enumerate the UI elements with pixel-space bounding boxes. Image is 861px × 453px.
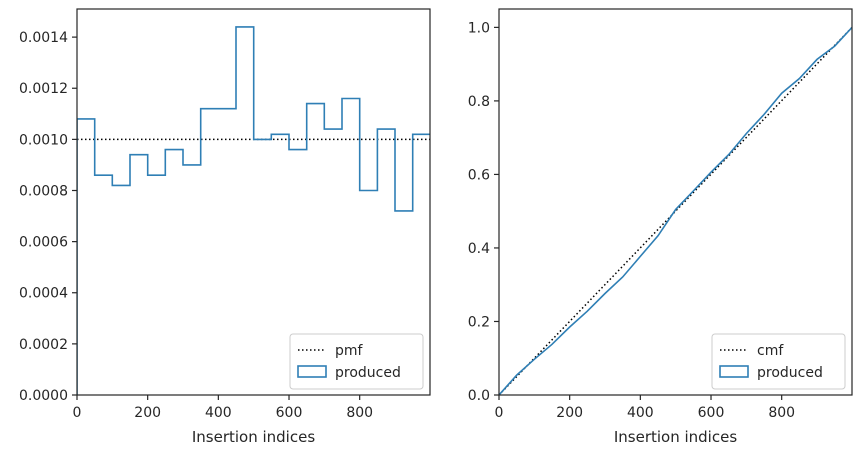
x-tick-label: 0 — [495, 405, 504, 421]
x-axis-label: Insertion indices — [614, 428, 737, 446]
y-tick-label: 0.0014 — [19, 30, 68, 46]
y-tick-label: 0.0006 — [19, 235, 68, 251]
y-tick-label: 0.0000 — [19, 388, 68, 404]
y-tick-label: 0.0004 — [19, 286, 68, 302]
legend: cmf produced — [711, 333, 846, 390]
x-tick-label: 200 — [134, 405, 161, 421]
cmf-line-panel: 0 200 400 600 800 0.0 0.2 0.4 0.6 0.8 1.0 Insertion… — [468, 8, 853, 446]
axes-frame — [498, 8, 853, 396]
x-tick-label: 0 — [73, 405, 82, 421]
legend: pmf produced — [289, 333, 424, 390]
x-tick-label: 200 — [556, 405, 583, 421]
y-tick-label: 0.8 — [468, 94, 490, 110]
legend-swatch-produced — [297, 365, 327, 378]
y-tick-label: 0.0 — [468, 388, 490, 404]
legend-box — [711, 333, 846, 390]
legend-swatch-produced — [719, 365, 749, 378]
series-produced-1 — [77, 26, 430, 395]
pmf-histogram-panel: 0 200 400 600 800 0.0000 0.0002 0.0004 0.0006 0.0… — [19, 8, 431, 446]
legend-label-produced: produced — [335, 365, 401, 381]
x-tick-label: 800 — [346, 405, 373, 421]
legend-label-cmf: cmf — [757, 343, 784, 359]
x-tick-label: 600 — [276, 405, 303, 421]
x-tick-label: 400 — [205, 405, 232, 421]
y-tick-label: 0.0012 — [19, 81, 68, 97]
x-tick-label: 800 — [768, 405, 795, 421]
y-tick-label: 0.6 — [468, 167, 490, 183]
plot-area — [499, 26, 852, 395]
legend-box — [289, 333, 424, 390]
y-tick-label: 0.0008 — [19, 183, 68, 199]
x-tick-label: 600 — [698, 405, 725, 421]
y-tick-label: 1.0 — [468, 20, 490, 36]
x-axis-label: Insertion indices — [192, 428, 315, 446]
plot-area — [77, 26, 430, 395]
y-tick-label: 0.0002 — [19, 337, 68, 353]
y-tick-label: 0.0010 — [19, 132, 68, 148]
legend-label-pmf: pmf — [335, 343, 364, 359]
y-tick-label: 0.2 — [468, 314, 490, 330]
y-tick-label: 0.4 — [468, 241, 490, 257]
series-produced-1 — [499, 26, 852, 395]
x-tick-label: 400 — [627, 405, 654, 421]
axes-frame — [76, 8, 431, 396]
series-cmf-0 — [499, 26, 852, 395]
legend-label-produced: produced — [757, 365, 823, 381]
